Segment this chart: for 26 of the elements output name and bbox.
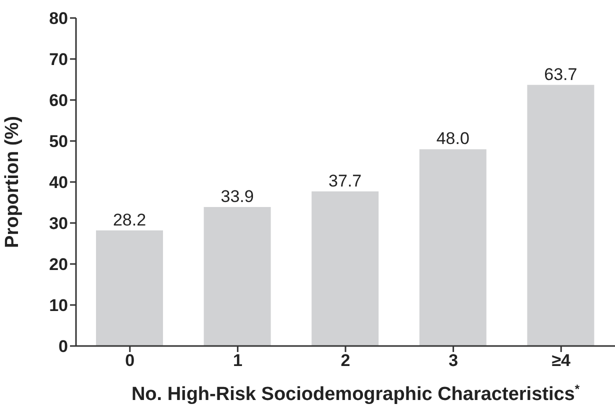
x-tick-label: 1 bbox=[232, 351, 242, 370]
x-tick-label: 0 bbox=[125, 351, 135, 370]
data-label: 37.7 bbox=[328, 171, 362, 190]
y-tick-label: 40 bbox=[49, 173, 68, 192]
bar bbox=[204, 207, 271, 346]
y-tick-label: 30 bbox=[49, 214, 68, 234]
y-axis-title: Proportion (%) bbox=[2, 116, 23, 248]
bar bbox=[96, 230, 163, 346]
y-tick-label: 0 bbox=[58, 337, 68, 356]
bar bbox=[419, 149, 486, 346]
y-tick-label: 80 bbox=[49, 9, 68, 28]
y-tick-label: 60 bbox=[49, 91, 68, 110]
x-tick-label: 3 bbox=[448, 351, 458, 370]
y-tick-label: 20 bbox=[49, 255, 68, 274]
y-tick-label: 70 bbox=[49, 50, 68, 70]
bar bbox=[527, 84, 594, 346]
y-tick-label: 50 bbox=[49, 132, 68, 152]
x-tick-label: ≥4 bbox=[552, 351, 572, 370]
bar bbox=[312, 191, 379, 346]
y-tick-label: 10 bbox=[49, 296, 68, 316]
data-label: 63.7 bbox=[544, 64, 578, 84]
data-label: 48.0 bbox=[436, 129, 470, 148]
x-tick-label: 2 bbox=[340, 351, 350, 370]
data-label: 33.9 bbox=[220, 187, 254, 206]
data-label: 28.2 bbox=[112, 210, 146, 230]
x-axis-title: No. High-Risk Sociodemographic Characteristics$^{*}$ bbox=[131, 382, 580, 405]
